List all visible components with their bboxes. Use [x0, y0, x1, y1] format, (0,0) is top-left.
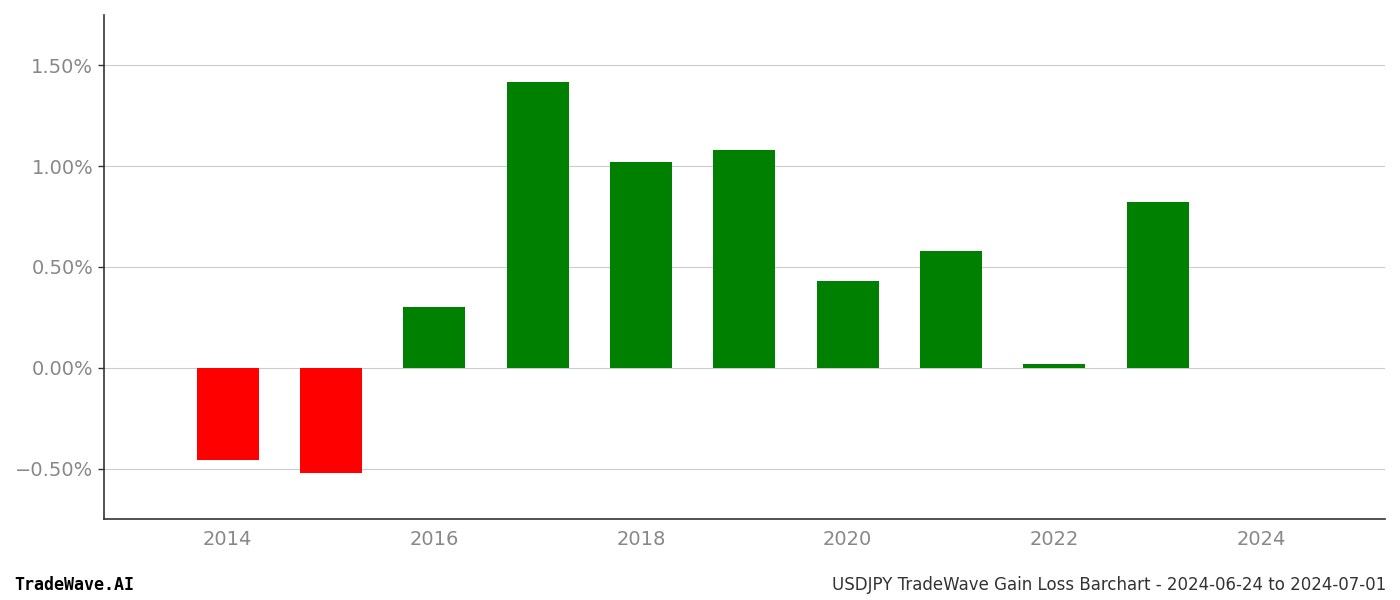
Text: TradeWave.AI: TradeWave.AI	[14, 576, 134, 594]
Bar	[403, 307, 465, 368]
Bar	[507, 82, 568, 368]
Bar	[920, 251, 981, 368]
Bar	[714, 150, 776, 368]
Bar	[300, 368, 363, 473]
Text: USDJPY TradeWave Gain Loss Barchart - 2024-06-24 to 2024-07-01: USDJPY TradeWave Gain Loss Barchart - 20…	[832, 576, 1386, 594]
Bar	[196, 368, 259, 460]
Bar	[1023, 364, 1085, 368]
Bar	[816, 281, 879, 368]
Bar	[1127, 202, 1189, 368]
Bar	[610, 162, 672, 368]
